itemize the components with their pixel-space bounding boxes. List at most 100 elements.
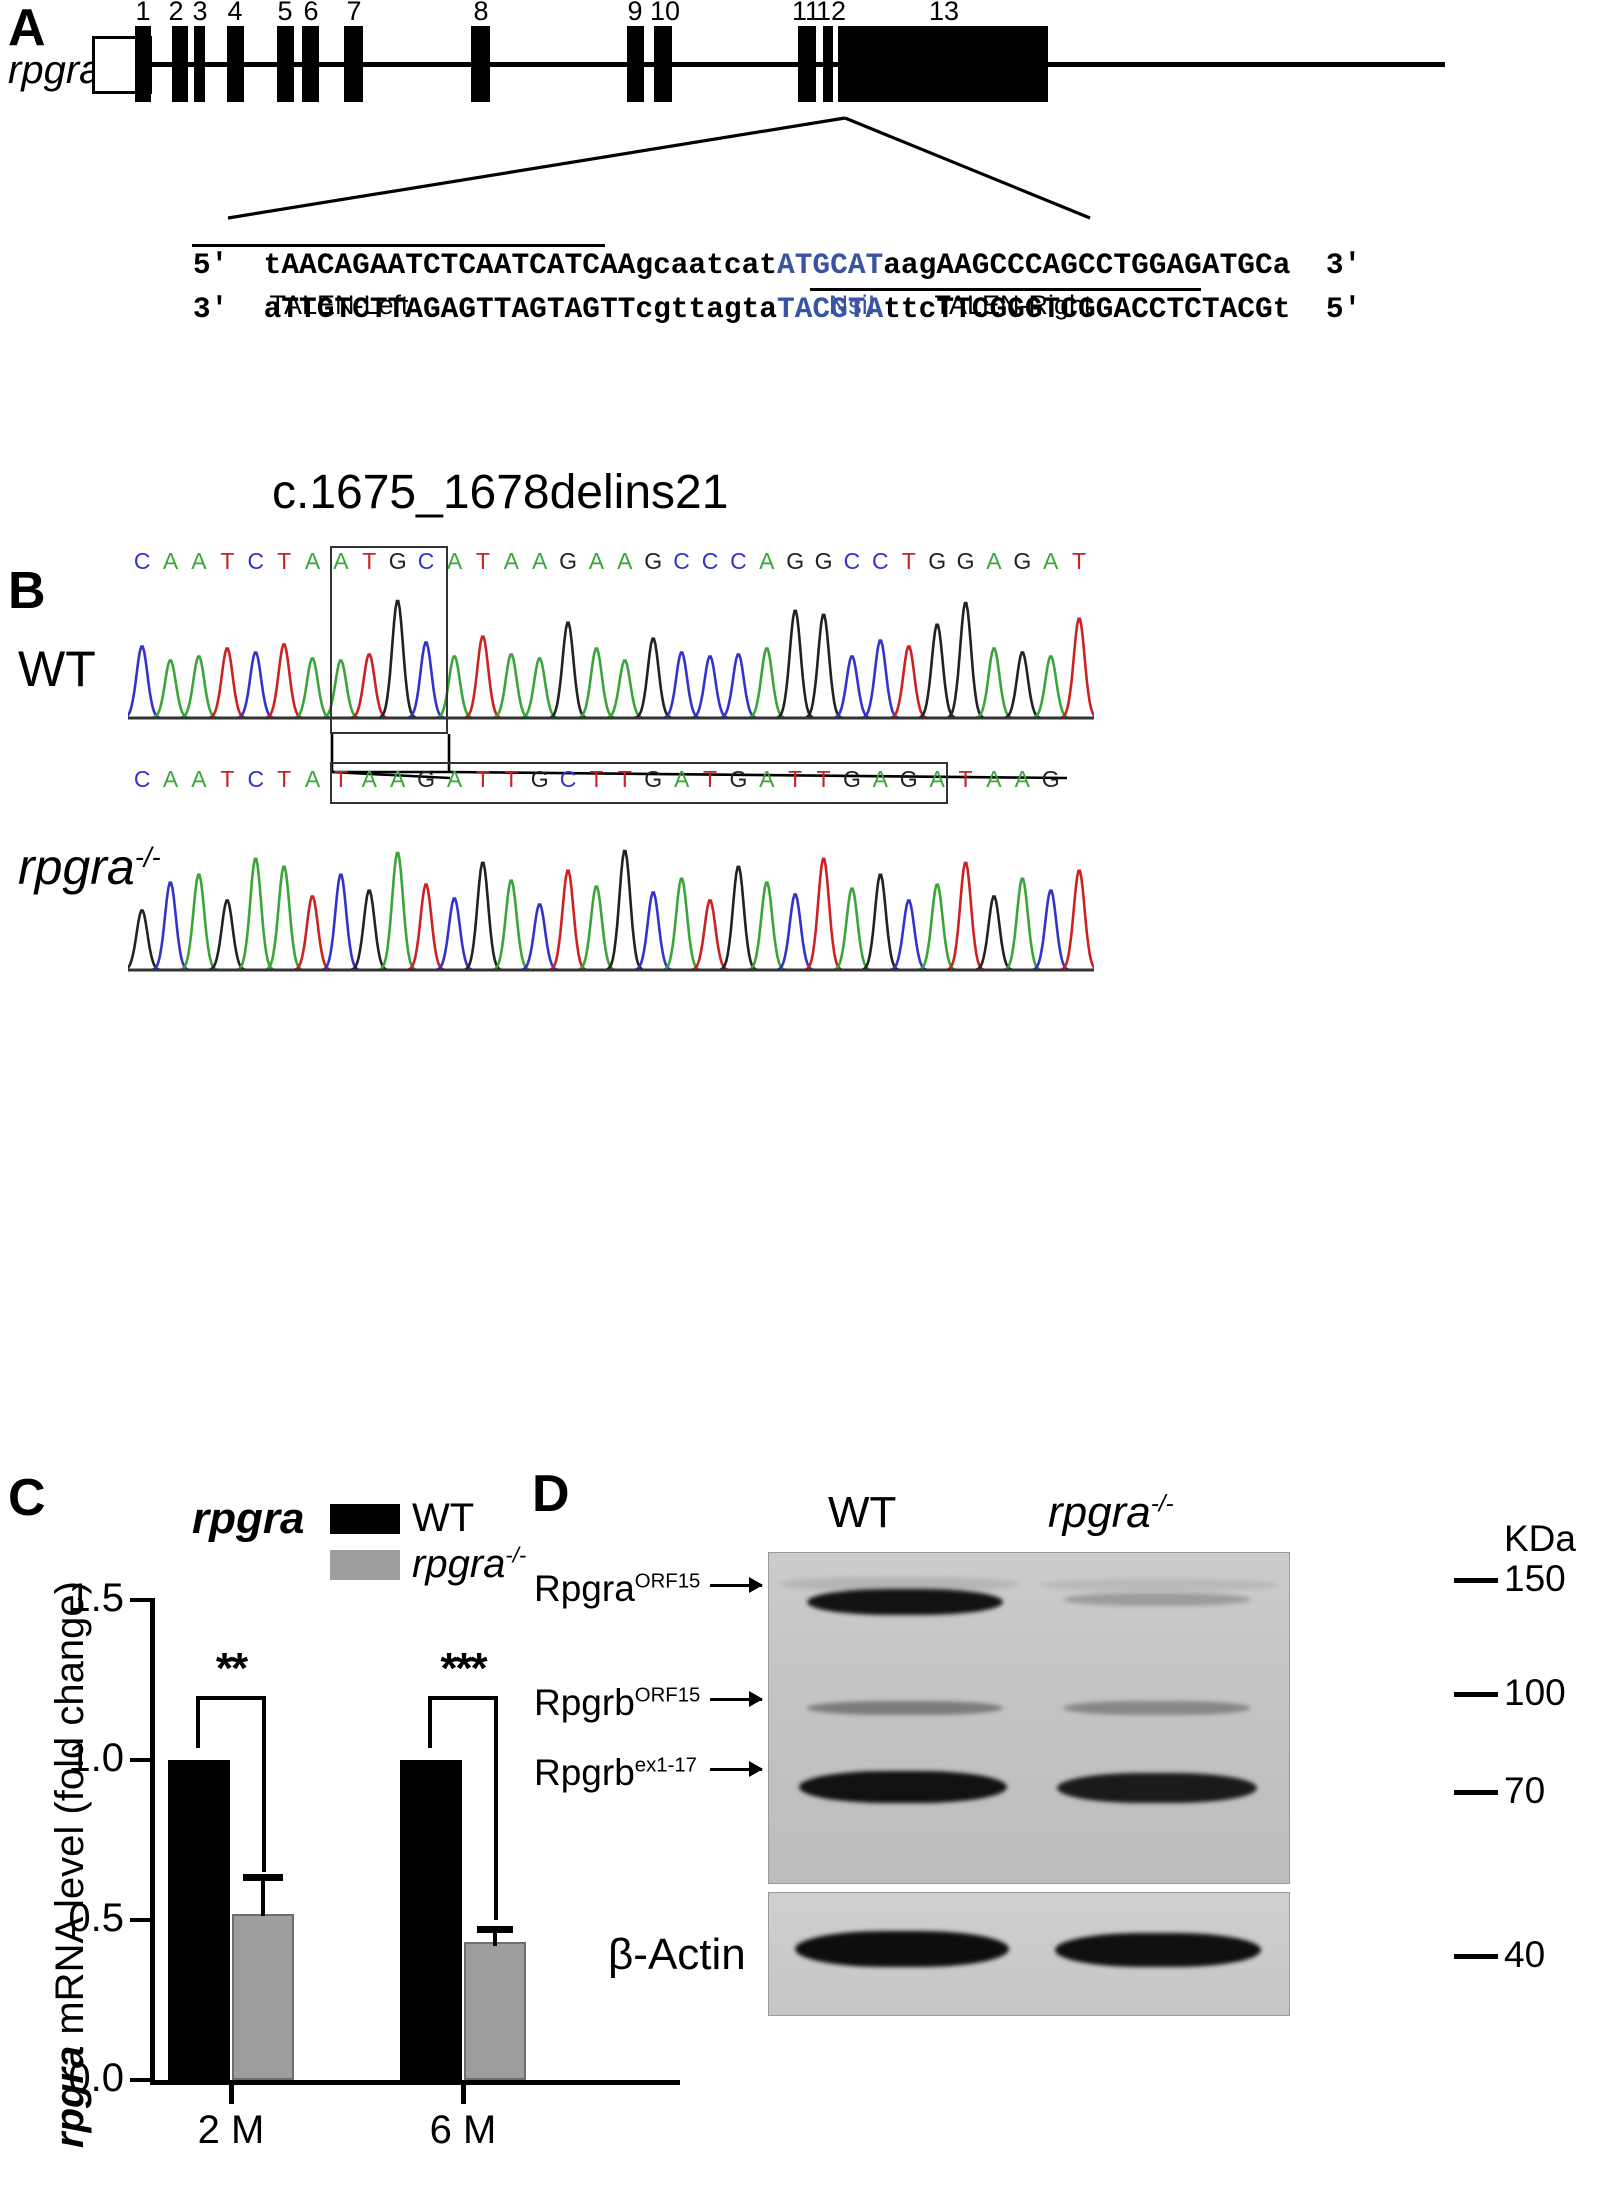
chromatogram-peak <box>436 897 473 971</box>
base-letter: T <box>277 548 292 574</box>
base-letter: C <box>730 548 747 574</box>
mutant-chromatogram <box>128 849 1094 972</box>
base-letter: T <box>901 548 916 574</box>
chromatogram-peak <box>663 877 700 971</box>
base-letter: A <box>929 766 945 792</box>
chromatogram-peak <box>407 883 445 971</box>
base-letter: T <box>220 766 235 792</box>
chromatogram-peak <box>919 623 956 719</box>
chromatogram-peak <box>379 599 416 719</box>
base-letter: G <box>417 766 436 792</box>
chromatogram-peak <box>635 637 672 719</box>
exon-number-6: 6 <box>303 0 319 26</box>
base-letter: G <box>388 548 407 574</box>
seq-bot-5prime: 5′ <box>1325 292 1362 326</box>
band-rpgra-orf15-mutant <box>1063 1593 1251 1606</box>
panel-b-title: c.1675_1678delins21 <box>272 466 729 519</box>
legend-label-wt: WT <box>412 1496 475 1540</box>
base-letter: A <box>191 766 207 792</box>
exon-number-2: 2 <box>168 0 184 26</box>
sig-bracket-6m-left <box>428 1696 432 1748</box>
chromatogram-peak <box>237 651 274 719</box>
talen-right-label: TALEN-Right <box>934 290 1092 320</box>
base-letter: T <box>788 766 803 792</box>
chromatogram-peak <box>975 647 1013 719</box>
y-tick-label-3: 1.5 <box>68 1576 124 1620</box>
chromatogram-peak <box>833 655 871 719</box>
base-letter: A <box>446 766 463 792</box>
chromatogram-peak <box>493 879 530 971</box>
chromatogram-peak <box>748 881 785 971</box>
base-letter: G <box>956 548 975 574</box>
chromatogram-peak <box>1004 651 1041 719</box>
chromatogram-peak <box>919 883 956 971</box>
chromatogram-peak <box>436 655 473 719</box>
y-axis-line <box>150 1598 155 2084</box>
legend-swatch-mutant <box>330 1550 400 1580</box>
kda-marker-line-40 <box>1454 1954 1498 1959</box>
western-blot-actin <box>768 1892 1290 2016</box>
errorbar-mutant-2m <box>261 1876 265 1916</box>
arrow-rpgra-orf15 <box>710 1577 763 1593</box>
seq-top-p5: AAGCCCAGCCTGGAGATGCa <box>936 248 1291 282</box>
panel-d-letter: D <box>532 1465 570 1523</box>
base-letter: A <box>986 766 1002 792</box>
exon-10 <box>654 26 672 102</box>
band-rpgrb-orf15-mutant <box>1063 1701 1251 1715</box>
exon-5 <box>277 26 294 102</box>
errorbar-mutant-6m <box>493 1928 497 1946</box>
chromatogram-peak <box>947 861 984 971</box>
chromatogram-peak <box>720 865 757 971</box>
base-letter: C <box>247 766 265 792</box>
kda-marker-line-70 <box>1454 1790 1498 1795</box>
panel-a: A rpgra 1 2 3 4 5 6 7 8 9 10 11 12 13 5′… <box>0 0 1606 326</box>
chromatogram-peak <box>180 655 217 719</box>
protein-label-rpgrb-ex117: Rpgrbex1-17 <box>534 1752 697 1794</box>
base-letter: A <box>1014 766 1030 792</box>
legend-label-mutant-base: rpgra <box>412 1542 506 1586</box>
chromatogram-peak <box>351 889 388 971</box>
chromatogram-peak <box>777 893 814 971</box>
base-letter: A <box>390 766 406 792</box>
x-axis-label-2m: 2 M <box>197 2108 265 2152</box>
chromatogram-peak <box>351 653 388 719</box>
seq-top-p3-nsiI: ATGCAT <box>777 248 884 282</box>
exon-number-8: 8 <box>473 0 489 26</box>
seq-top-5prime: 5′ <box>192 248 229 282</box>
exon-7 <box>344 26 363 102</box>
chromatogram-peak <box>265 643 303 719</box>
lane-label-mutant-base: rpgra <box>1048 1488 1151 1537</box>
band-rpgrb-ex117-wt <box>799 1771 1007 1803</box>
lane-label-mutant: rpgra-/- <box>1048 1488 1174 1538</box>
chromatogram-peak <box>1061 617 1094 719</box>
base-letter: A <box>759 766 775 792</box>
base-letter: A <box>531 548 548 574</box>
panel-c: C rpgra rpgra mRNA level (fold change) W… <box>0 1472 760 2190</box>
chromatogram-peak <box>1032 655 1069 719</box>
exon-3 <box>194 26 205 102</box>
chromatogram-peak <box>322 873 359 971</box>
exon-number-9: 9 <box>627 0 643 26</box>
exon-number-12: 12 <box>815 0 847 26</box>
base-letter: G <box>644 548 663 574</box>
sig-stars-2m: ** <box>215 1644 248 1693</box>
gene-name-label: rpgra <box>8 48 102 92</box>
wt-chromatogram <box>128 599 1094 720</box>
exon-number-3: 3 <box>192 0 208 26</box>
chromatogram-peak <box>549 869 587 971</box>
seq-bot-p4: ttc <box>883 292 937 326</box>
base-letter: T <box>362 548 377 574</box>
chromatogram-peak <box>265 865 303 971</box>
kda-marker-label-70: 70 <box>1504 1770 1546 1811</box>
base-letter: A <box>304 548 321 574</box>
base-letter: G <box>786 548 805 574</box>
chromatogram-peak <box>890 899 927 971</box>
base-letter: T <box>1072 548 1087 574</box>
chromatogram-peak <box>805 857 842 971</box>
seq-bot-p2: cgttagta <box>635 292 778 326</box>
base-letter: C <box>673 548 690 574</box>
chromatogram-peak <box>805 613 842 719</box>
band-actin-mutant <box>1055 1933 1261 1967</box>
exon-13 <box>838 26 1048 102</box>
